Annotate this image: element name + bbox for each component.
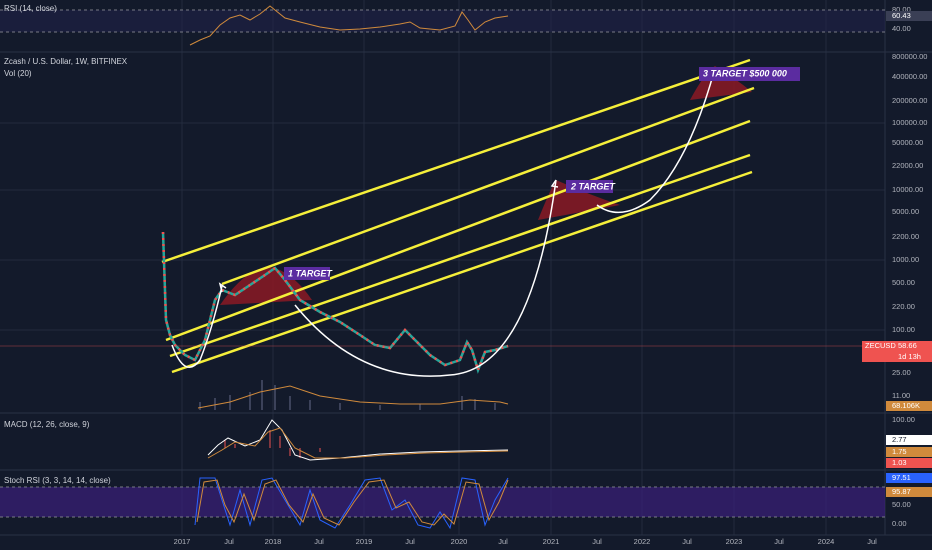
- target-zone: [690, 66, 752, 100]
- time-label: 2024: [818, 537, 835, 546]
- time-label: Jul: [314, 537, 324, 546]
- price-candles: [161, 231, 509, 374]
- volume-ma: [197, 385, 509, 409]
- time-label: 2022: [634, 537, 651, 546]
- symbol-tag: [862, 341, 932, 362]
- signal-line: [207, 427, 509, 459]
- axis-label: 50.00: [892, 500, 911, 509]
- axis-label: 100.00: [892, 325, 915, 334]
- value-tag: [886, 458, 932, 468]
- annotation-box: [284, 267, 330, 280]
- axis-label: 22000.00: [892, 161, 923, 170]
- time-label: 2021: [543, 537, 560, 546]
- axis-label: 25.00: [892, 368, 911, 377]
- axis-label: 10000.00: [892, 185, 923, 194]
- annotation-box: [699, 67, 800, 81]
- axis-label: 5000.00: [892, 207, 919, 216]
- axis-label: 0.00: [892, 519, 907, 528]
- axis-label: 220.00: [892, 302, 915, 311]
- time-label: Jul: [224, 537, 234, 546]
- value-tag-text: 60.43: [892, 11, 911, 20]
- value-tag-text: 1.03: [892, 458, 907, 467]
- value-tag: [886, 473, 932, 483]
- time-label: Jul: [774, 537, 784, 546]
- value-tag-text: 2.77: [892, 435, 907, 444]
- symbol-title: Zcash / U.S. Dollar, 1W, BITFINEX: [4, 57, 128, 66]
- axis-label: 1000.00: [892, 255, 919, 264]
- volume-tag-text: 68.106K: [892, 401, 920, 410]
- rsi-band: [0, 10, 885, 32]
- annotation: 3 TARGET $500 000: [703, 68, 787, 78]
- time-label: 2018: [265, 537, 282, 546]
- grid: [0, 0, 885, 535]
- axis-label: 40.00: [892, 24, 911, 33]
- volume-tag: [886, 401, 932, 411]
- stoch-d: [196, 479, 509, 526]
- volume-label: Vol (20): [4, 69, 32, 78]
- time-label: Jul: [682, 537, 692, 546]
- symbol-tag-price: 58.66: [898, 341, 917, 350]
- time-label: 2019: [356, 537, 373, 546]
- value-tag-text: 95.87: [892, 487, 911, 496]
- annotation: 1 TARGET: [288, 268, 333, 278]
- macd-line: [207, 419, 509, 461]
- panel-title: Stoch RSI (3, 3, 14, 14, close): [4, 476, 111, 485]
- value-tag: [886, 447, 932, 457]
- axis-label: 2200.00: [892, 232, 919, 241]
- value-tag: [886, 11, 932, 21]
- axis-label: 11.00: [892, 391, 910, 400]
- stoch-band: [0, 487, 885, 517]
- axis-label: 800000.00: [892, 52, 927, 61]
- time-label: 2020: [451, 537, 468, 546]
- stoch-k: [194, 477, 509, 530]
- panel-title: MACD (12, 26, close, 9): [4, 420, 90, 429]
- annotation-box: [566, 180, 613, 193]
- axis-label: 50000.00: [892, 138, 923, 147]
- value-tag-text: 97.51: [892, 473, 911, 482]
- time-label: Jul: [498, 537, 508, 546]
- axis-label: 400000.00: [892, 72, 927, 81]
- time-label: Jul: [867, 537, 877, 546]
- axis-label: 500.00: [892, 278, 915, 287]
- time-label: 2023: [726, 537, 743, 546]
- symbol-tag-countdown: 1d 13h: [898, 352, 921, 361]
- axis-label: 100.00: [892, 415, 915, 424]
- annotation: 2 TARGET: [570, 181, 616, 191]
- time-label: Jul: [405, 537, 415, 546]
- panel-title: RSI (14, close): [4, 4, 57, 13]
- channel-lines: [161, 58, 755, 374]
- symbol-tag-name: ZECUSD: [865, 341, 896, 350]
- target-zone: [538, 180, 620, 220]
- time-axis: 2017 Jul 2018 Jul 2019 Jul 2020 Jul 2021…: [174, 537, 877, 546]
- axis-label: 100000.00: [892, 118, 927, 127]
- axis-label: 80.00: [892, 5, 911, 14]
- value-tag: [886, 435, 932, 445]
- value-tag-text: 1.75: [892, 447, 907, 456]
- time-label: 2017: [174, 537, 191, 546]
- value-tag: [886, 487, 932, 497]
- axis-label: 200000.00: [892, 96, 927, 105]
- time-label: Jul: [592, 537, 602, 546]
- rsi-line: [189, 5, 509, 46]
